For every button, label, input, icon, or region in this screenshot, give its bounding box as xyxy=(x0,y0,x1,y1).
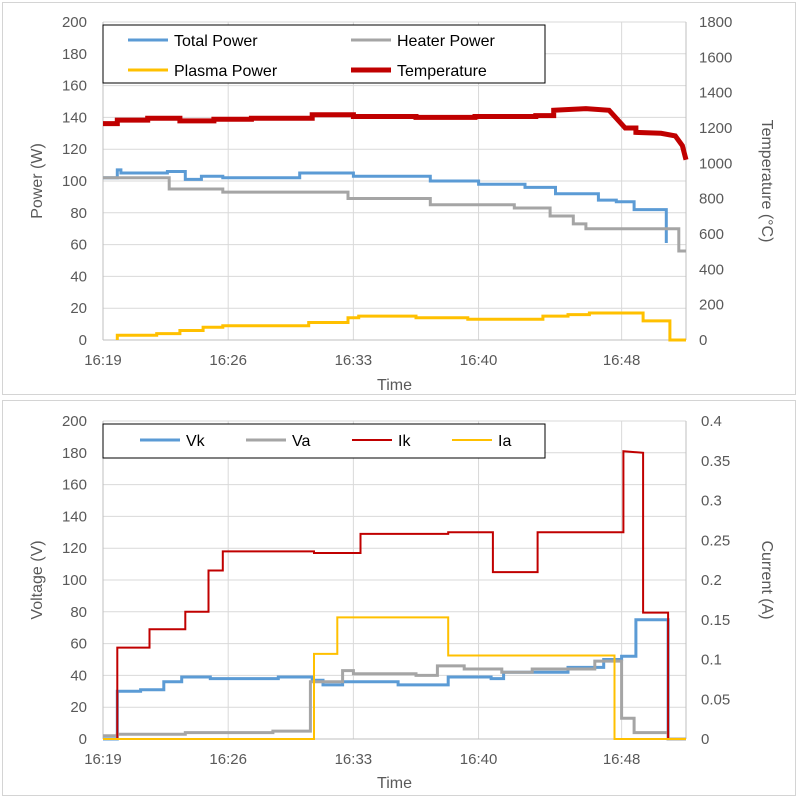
x-tick-label: 16:40 xyxy=(460,352,498,369)
y-tick-label: 180 xyxy=(62,445,87,462)
y2-tick-label: 1000 xyxy=(699,155,732,172)
y2-tick-label: 1800 xyxy=(699,14,732,31)
y2-tick-label: 0.35 xyxy=(701,453,730,470)
legend-box xyxy=(102,24,546,84)
y-tick-label: 80 xyxy=(70,604,87,621)
y-tick-label: 0 xyxy=(79,332,87,349)
y-tick-label: 100 xyxy=(62,173,87,190)
y-tick-label: 180 xyxy=(62,46,87,63)
y2-tick-label: 0 xyxy=(699,332,707,349)
voltage-current-chart: 0 20 40 60 80 100 120 140 160 180 200 0 0.05 0.1 0.15 0… xyxy=(29,413,775,792)
y-tick-label: 80 xyxy=(70,205,87,222)
legend-label: Va xyxy=(292,433,310,450)
series-line-vk xyxy=(103,618,686,741)
series-line-temperature xyxy=(103,106,689,161)
legend-label: Vk xyxy=(186,433,206,450)
x-tick-label: 16:40 xyxy=(460,751,498,768)
y2-tick-label: 0.1 xyxy=(701,652,722,669)
y-tick-label: 120 xyxy=(62,141,87,158)
power-temperature-chart: 0 20 40 60 80 100 120 140 160 180 200 0 200 400 600 800… xyxy=(29,14,775,394)
y2-axis-title: Temperature (°C) xyxy=(758,120,775,243)
y2-tick-label: 200 xyxy=(699,297,724,314)
series-line-plasma-power xyxy=(115,311,686,342)
series-line-va xyxy=(103,659,686,741)
y2-axis-title: Current (A) xyxy=(758,540,775,619)
x-tick-label: 16:19 xyxy=(84,352,122,369)
y2-tick-label: 0.05 xyxy=(701,691,730,708)
y-axis-title: Voltage (V) xyxy=(29,540,46,619)
x-tick-label: 16:26 xyxy=(209,352,247,369)
y-tick-label: 20 xyxy=(70,300,87,317)
y2-tick-label: 1600 xyxy=(699,49,732,66)
y-tick-label: 0 xyxy=(79,731,87,748)
y2-tick-label: 0.4 xyxy=(701,413,722,430)
legend-label: Plasma Power xyxy=(174,63,278,80)
y2-tick-label: 0.2 xyxy=(701,572,722,589)
y-tick-label: 200 xyxy=(62,413,87,430)
series-line-total-power xyxy=(103,168,668,243)
y-tick-label: 60 xyxy=(70,636,87,653)
y-tick-label: 40 xyxy=(70,667,87,684)
y-tick-label: 160 xyxy=(62,477,87,494)
x-tick-label: 16:26 xyxy=(209,751,247,768)
series-line-heater-power xyxy=(103,176,686,253)
y2-tick-label: 1400 xyxy=(699,85,732,102)
y-tick-label: 60 xyxy=(70,237,87,254)
y-tick-label: 20 xyxy=(70,699,87,716)
y2-tick-label: 400 xyxy=(699,261,724,278)
y2-tick-label: 0.15 xyxy=(701,612,730,629)
x-tick-label: 16:33 xyxy=(335,751,373,768)
y-tick-label: 100 xyxy=(62,572,87,589)
legend-label: Total Power xyxy=(174,33,258,50)
legend-label: Heater Power xyxy=(397,33,495,50)
voltage-current-chart-panel xyxy=(2,400,796,796)
y-tick-label: 140 xyxy=(62,508,87,525)
legend-label: Ia xyxy=(498,433,511,450)
y2-tick-label: 800 xyxy=(699,191,724,208)
y2-tick-label: 1200 xyxy=(699,120,732,137)
x-tick-label: 16:48 xyxy=(603,751,641,768)
y-tick-label: 40 xyxy=(70,268,87,285)
y2-tick-label: 0.25 xyxy=(701,532,730,549)
y-tick-label: 120 xyxy=(62,540,87,557)
y-tick-label: 160 xyxy=(62,78,87,95)
y-tick-label: 200 xyxy=(62,14,87,31)
legend-label: Ik xyxy=(398,433,411,450)
x-tick-label: 16:19 xyxy=(84,751,122,768)
legend-label: Temperature xyxy=(397,63,487,80)
y2-tick-label: 0.3 xyxy=(701,493,722,510)
x-axis-title: Time xyxy=(377,775,412,792)
series-line-ik xyxy=(103,450,686,740)
y-tick-label: 140 xyxy=(62,109,87,126)
x-tick-label: 16:48 xyxy=(603,352,641,369)
x-tick-label: 16:33 xyxy=(335,352,373,369)
y2-tick-label: 600 xyxy=(699,226,724,243)
y2-tick-label: 0 xyxy=(701,731,709,748)
x-axis-title: Time xyxy=(377,377,412,394)
y-axis-title: Power (W) xyxy=(29,143,46,219)
series-line-ia xyxy=(103,616,686,740)
